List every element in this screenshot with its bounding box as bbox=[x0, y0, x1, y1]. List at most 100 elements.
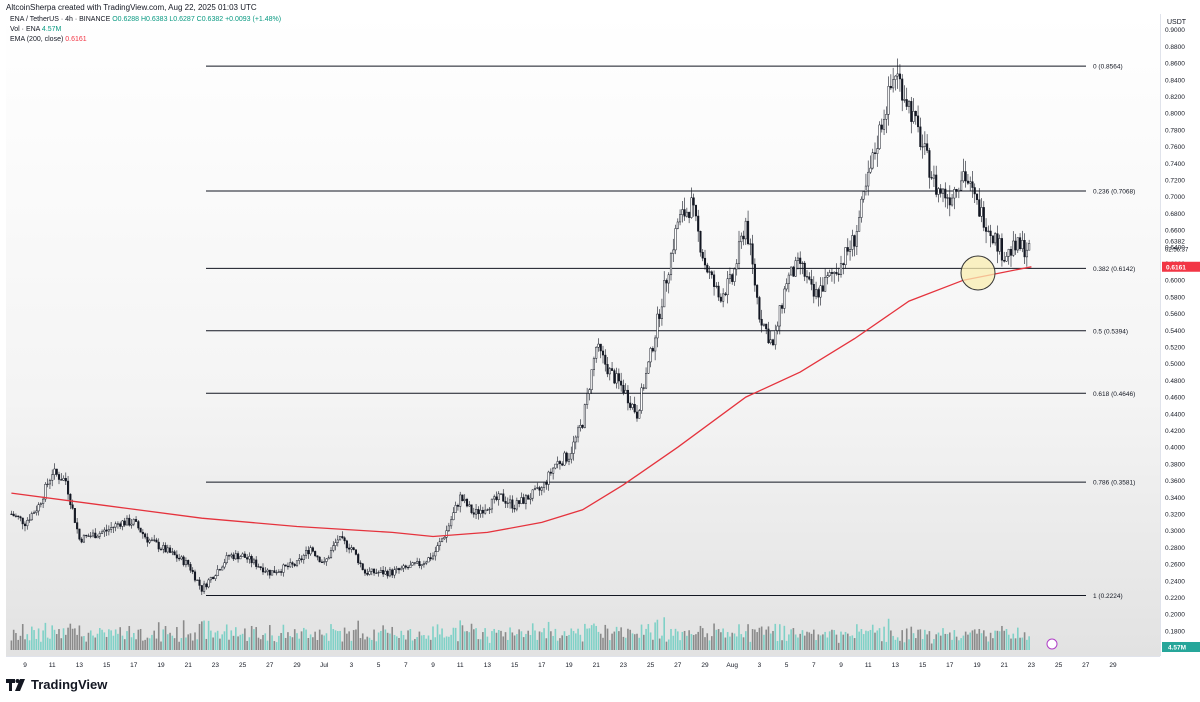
candle-body bbox=[481, 509, 484, 514]
candle-body bbox=[971, 181, 974, 188]
candle-body bbox=[1021, 240, 1024, 250]
volume-bar bbox=[788, 634, 790, 650]
candle-body bbox=[368, 571, 371, 575]
volume-bar bbox=[500, 630, 502, 650]
time-tick-label: 29 bbox=[701, 662, 709, 669]
volume-bar bbox=[561, 635, 563, 650]
candle-body bbox=[733, 268, 736, 282]
volume-bar bbox=[976, 633, 978, 650]
volume-bar bbox=[858, 631, 860, 650]
candle-body bbox=[416, 561, 419, 564]
volume-bar bbox=[885, 641, 888, 650]
price-tick-label: 0.2400 bbox=[1165, 578, 1185, 585]
volume-bar bbox=[994, 630, 996, 650]
candle-body bbox=[901, 78, 904, 101]
volume-bar bbox=[760, 626, 763, 650]
volume-bar bbox=[849, 636, 851, 650]
volume-bar bbox=[162, 629, 165, 650]
candle-body bbox=[873, 152, 877, 154]
candle-body bbox=[425, 561, 428, 564]
candle-body bbox=[350, 547, 353, 550]
candle-body bbox=[615, 373, 618, 384]
chart-plot-area[interactable]: 0 (0.8564) 0.236 (0.7068) 0.382 (0.6142) 0.… bbox=[6, 14, 1160, 656]
volume-bar bbox=[377, 632, 380, 650]
candle-body bbox=[334, 542, 337, 546]
volume-bar bbox=[85, 641, 87, 650]
volume-bar bbox=[343, 627, 346, 650]
volume-bar bbox=[731, 632, 733, 650]
candle-body bbox=[459, 494, 462, 507]
candle-body bbox=[391, 569, 394, 576]
candle-body bbox=[563, 452, 566, 466]
candle-body bbox=[771, 339, 775, 346]
time-tick-label: 15 bbox=[919, 662, 927, 669]
candle-body bbox=[456, 505, 459, 507]
candle-body bbox=[860, 198, 863, 218]
legend-ema-value: 0.6161 bbox=[65, 36, 87, 43]
volume-bar bbox=[316, 639, 319, 650]
volume-bar bbox=[309, 634, 312, 650]
candle-body bbox=[1023, 240, 1026, 258]
candle-body bbox=[180, 556, 183, 560]
volume-bar bbox=[899, 640, 901, 650]
volume-bar bbox=[71, 628, 74, 650]
volume-bar bbox=[588, 628, 591, 650]
volume-bar bbox=[434, 637, 437, 650]
candle-body bbox=[323, 561, 326, 563]
volume-bar bbox=[951, 639, 953, 650]
volume-bar bbox=[867, 631, 869, 650]
time-tick-label: 5 bbox=[377, 662, 381, 669]
price-axis[interactable]: USDT 0.9000 0.8800 0.8600 0.8400 0.8200 0.8000… bbox=[1160, 14, 1200, 656]
candle-body bbox=[479, 509, 482, 515]
price-axis-currency: USDT bbox=[1167, 19, 1187, 26]
volume-bar bbox=[967, 634, 969, 650]
volume-bar bbox=[774, 623, 777, 650]
volume-bar bbox=[341, 641, 344, 650]
price-tick-label: 0.5000 bbox=[1165, 361, 1185, 368]
candle-body bbox=[250, 556, 253, 564]
candle-body bbox=[599, 343, 602, 352]
candle-body bbox=[889, 85, 892, 89]
volume-bar bbox=[94, 637, 97, 650]
volume-bar bbox=[1003, 630, 1005, 650]
candle-body bbox=[329, 550, 333, 559]
volume-bar bbox=[287, 632, 289, 650]
candle-body bbox=[502, 493, 505, 502]
time-tick-label: 15 bbox=[103, 662, 111, 669]
candle-body bbox=[801, 262, 804, 264]
volume-bar bbox=[62, 628, 65, 650]
candle-body bbox=[506, 502, 509, 504]
price-chart[interactable]: 0 (0.8564) 0.236 (0.7068) 0.382 (0.6142) 0.… bbox=[6, 14, 1160, 656]
volume-bar bbox=[695, 634, 697, 650]
lightning-icon[interactable] bbox=[1046, 638, 1058, 650]
time-tick-label: 9 bbox=[23, 662, 27, 669]
volume-bar bbox=[507, 639, 509, 650]
candle-body bbox=[454, 505, 457, 513]
volume-bar bbox=[182, 620, 185, 650]
volume-bar bbox=[114, 629, 117, 650]
volume-bar bbox=[593, 623, 595, 650]
candle-body bbox=[316, 555, 319, 558]
candle-body bbox=[255, 559, 258, 567]
candle-body bbox=[688, 211, 691, 218]
volume-bar bbox=[586, 628, 588, 650]
candle-body bbox=[669, 253, 673, 276]
volume-bar bbox=[457, 641, 459, 650]
candle-body bbox=[547, 471, 550, 485]
candle-body bbox=[375, 572, 378, 574]
volume-bar bbox=[597, 631, 600, 650]
volume-bar bbox=[817, 634, 820, 650]
candle-body bbox=[44, 484, 47, 500]
candle-body bbox=[87, 535, 90, 537]
candle-body bbox=[1028, 243, 1031, 251]
candle-body bbox=[107, 529, 110, 532]
tradingview-logo[interactable]: TradingView bbox=[6, 677, 107, 692]
candle-body bbox=[987, 230, 990, 232]
candle-body bbox=[996, 233, 999, 252]
volume-bar bbox=[550, 631, 552, 650]
candle-body bbox=[237, 553, 240, 560]
volume-bar bbox=[323, 635, 325, 650]
volume-bar bbox=[1019, 637, 1021, 650]
candle-body bbox=[760, 318, 763, 326]
time-axis[interactable]: 9 11 13 15 17 19 21 23 25 27 29 Jul 3 5 7 9 11 13 15 17 19 21… bbox=[6, 656, 1160, 669]
